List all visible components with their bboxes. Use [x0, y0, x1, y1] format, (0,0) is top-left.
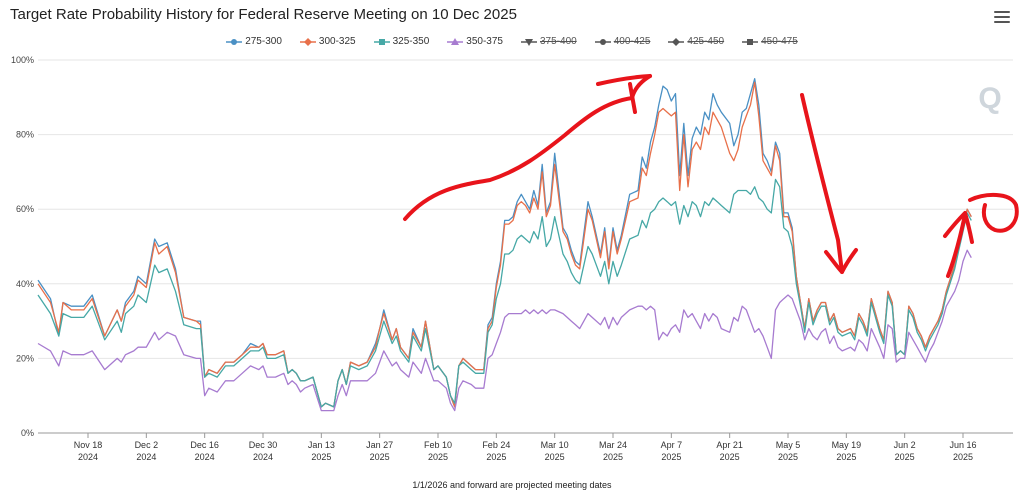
x-tick-label: Jan 13	[308, 440, 335, 450]
x-tick-label: Jun 16	[949, 440, 976, 450]
x-tick-year-label: 2025	[370, 452, 390, 462]
legend-item-350-375[interactable]: 350-375	[447, 36, 503, 47]
x-tick-year-label: 2025	[720, 452, 740, 462]
x-tick-year-label: 2025	[661, 452, 681, 462]
red-annotation-stroke	[968, 193, 1019, 233]
chart-legend: 275-300 300-325 325-350 350-375 375-400 400-4…	[0, 36, 1024, 47]
legend-item-label: 450-475	[761, 36, 798, 47]
x-tick-year-label: 2025	[311, 452, 331, 462]
legend-item-label: 400-425	[613, 36, 651, 47]
legend-item-label: 325-350	[392, 36, 430, 47]
y-tick-label: 0%	[21, 428, 34, 438]
legend-item-400-425[interactable]: 400-425	[594, 36, 651, 47]
x-tick-label: Feb 10	[424, 440, 452, 450]
legend-item-300-325[interactable]: 300-325	[299, 36, 356, 47]
x-tick-label: Dec 2	[135, 440, 159, 450]
x-tick-label: Mar 24	[599, 440, 627, 450]
chart-title: Target Rate Probability History for Fede…	[10, 6, 517, 23]
watermark-logo: Q	[978, 82, 1001, 115]
x-tick-label: Dec 30	[249, 440, 278, 450]
legend-marker-icon	[594, 38, 611, 45]
legend-marker-icon	[742, 38, 759, 45]
x-tick-label: Jan 27	[366, 440, 393, 450]
x-tick-year-label: 2025	[836, 452, 856, 462]
x-tick-label: Dec 16	[190, 440, 219, 450]
legend-marker-icon	[668, 37, 685, 46]
y-tick-label: 80%	[16, 130, 34, 140]
x-tick-year-label: 2024	[78, 452, 98, 462]
x-tick-year-label: 2024	[195, 452, 215, 462]
series-line-300-325	[37, 81, 972, 408]
y-tick-label: 20%	[16, 353, 34, 363]
legend-item-275-300[interactable]: 275-300	[226, 36, 282, 47]
red-annotation-stroke	[403, 96, 634, 221]
y-tick-label: 60%	[16, 204, 34, 214]
red-annotation-stroke	[824, 248, 858, 274]
x-tick-label: Apr 7	[661, 440, 683, 450]
legend-item-label: 425-450	[687, 36, 725, 47]
x-tick-label: Feb 24	[482, 440, 510, 450]
x-tick-year-label: 2025	[953, 452, 973, 462]
x-tick-year-label: 2025	[545, 452, 565, 462]
legend-item-375-400[interactable]: 375-400	[521, 36, 577, 47]
legend-marker-icon	[521, 38, 537, 46]
legend-marker-icon	[299, 37, 316, 46]
series-line-275-300	[37, 78, 972, 408]
x-tick-year-label: 2024	[136, 452, 156, 462]
footer-note: 1/1/2026 and forward are projected meeti…	[412, 480, 612, 490]
x-tick-year-label: 2024	[253, 452, 273, 462]
y-tick-label: 40%	[16, 279, 34, 289]
legend-item-label: 375-400	[540, 36, 577, 47]
legend-marker-icon	[447, 37, 464, 45]
y-tick-label: 100%	[11, 55, 34, 65]
legend-marker-icon	[373, 38, 390, 45]
x-tick-label: May 5	[776, 440, 801, 450]
legend-item-450-475[interactable]: 450-475	[742, 36, 798, 47]
x-tick-label: Mar 10	[541, 440, 569, 450]
hamburger-menu-icon[interactable]	[994, 11, 1010, 24]
x-tick-year-label: 2025	[428, 452, 448, 462]
chart-plot: 0% 20% 40% 60% 80% 100% Nov 18 2024 Dec 2 2024 Dec…	[11, 55, 1019, 462]
red-annotation-stroke	[800, 93, 844, 274]
x-tick-year-label: 2025	[778, 452, 798, 462]
x-tick-label: Jun 2	[894, 440, 916, 450]
series-line-325-350	[37, 178, 972, 408]
legend-marker-icon	[226, 38, 243, 45]
legend-item-label: 350-375	[466, 36, 503, 47]
legend-item-label: 300-325	[318, 36, 356, 47]
red-annotation-stroke	[596, 74, 652, 86]
red-annotation-stroke	[628, 82, 637, 114]
x-tick-label: Nov 18	[74, 440, 103, 450]
x-tick-year-label: 2025	[603, 452, 623, 462]
legend-item-325-350[interactable]: 325-350	[373, 36, 430, 47]
x-tick-year-label: 2025	[486, 452, 506, 462]
red-annotation-stroke	[943, 211, 974, 244]
x-tick-label: May 19	[832, 440, 862, 450]
x-tick-year-label: 2025	[895, 452, 915, 462]
legend-item-425-450[interactable]: 425-450	[668, 36, 724, 47]
x-tick-label: Apr 21	[716, 440, 743, 450]
legend-item-label: 275-300	[245, 36, 282, 47]
red-annotation-stroke	[946, 213, 967, 278]
series-line-350-375	[37, 249, 972, 412]
